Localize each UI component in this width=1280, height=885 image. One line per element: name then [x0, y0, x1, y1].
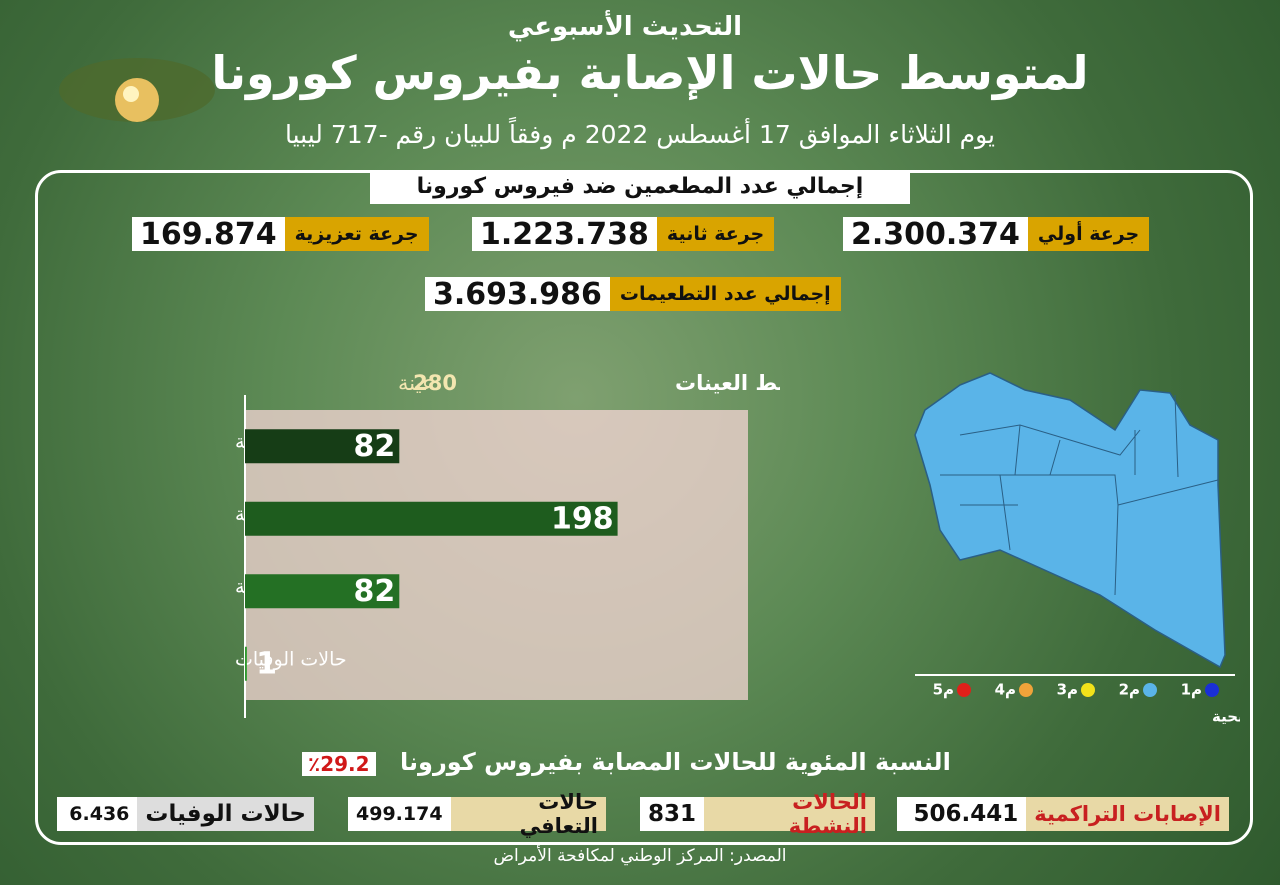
legend-swatch	[1143, 683, 1157, 697]
stat-label: الحالات النشطة	[704, 790, 875, 838]
bar	[245, 646, 247, 681]
value-label: 82	[354, 429, 396, 464]
kicker: التحديث الأسبوعي	[507, 12, 743, 42]
logo	[59, 58, 215, 122]
legend-swatch	[1081, 683, 1095, 697]
date-line: يوم الثلاثاء الموافق 17 أغسطس 2022 م وفق…	[285, 120, 995, 149]
stat-box: حالات التعافي 499.174	[348, 790, 606, 838]
dose-value: 2.300.374	[843, 217, 1028, 252]
total-box: إجمالي عدد التطعيمات 3.693.986	[425, 277, 841, 312]
stat-box: الإصابات التراكمية 506.441	[897, 797, 1229, 831]
samples-unit: عينة	[398, 371, 434, 395]
value-label: 198	[551, 501, 614, 536]
legend-label: م4	[995, 681, 1016, 699]
dose-label: جرعة ثانية	[656, 217, 775, 251]
dose-box: جرعة ثانية 1.223.738	[472, 217, 775, 252]
bar	[245, 501, 618, 536]
stat-value: 499.174	[356, 803, 443, 825]
bar	[245, 429, 400, 464]
legend-label: م5	[933, 681, 954, 699]
stat-box: الحالات النشطة 831	[640, 790, 875, 838]
value-label: 1	[256, 646, 277, 681]
category-label: حالات الوفيات	[235, 648, 347, 670]
legend: م1 م2 م3 م4 م5	[933, 681, 1219, 699]
legend-swatch	[1205, 683, 1219, 697]
stat-box: حالات الوفيات 6.436	[57, 797, 314, 831]
bar-chart: متوسط العينات 280 عينة الحالات الموجبة82…	[235, 371, 780, 718]
dose-value: 169.874	[132, 217, 285, 252]
dose-box: جرعة تعزيزية 169.874	[132, 217, 429, 252]
libya-shape	[914, 372, 1226, 669]
stat-value: 506.441	[913, 801, 1019, 827]
stat-value: 6.436	[69, 803, 130, 825]
source: المصدر: المركز الوطني لمكافحة الأمراض	[493, 846, 787, 866]
stat-value: 831	[648, 801, 697, 827]
stat-label: حالات التعافي	[450, 790, 606, 838]
percentage-value: ٪29.2	[302, 752, 376, 776]
value-label: 82	[354, 574, 396, 609]
legend-label: م1	[1181, 681, 1202, 699]
map: م1 م2 م3 م4 م5 المستويات الوبائية للمناطق ال…	[914, 372, 1240, 726]
chart-title: متوسط العينات	[675, 371, 780, 395]
legend-swatch	[957, 683, 971, 697]
total-label: إجمالي عدد التطعيمات	[609, 277, 841, 311]
legend-swatch	[1019, 683, 1033, 697]
bar	[245, 574, 400, 609]
region-borders	[940, 394, 1219, 596]
samples-value: 280	[413, 371, 457, 395]
total-value: 3.693.986	[425, 277, 610, 312]
dose-value: 1.223.738	[472, 217, 657, 252]
title: لمتوسط حالات الإصابة بفيروس كورونا	[211, 46, 1089, 100]
legend-title: المستويات الوبائية للمناطق الصحية	[1212, 708, 1240, 726]
dose-box: جرعة أولي 2.300.374	[843, 217, 1150, 252]
percentage-label: النسبة المئوية للحالات المصابة بفيروس كو…	[400, 748, 951, 776]
vaccination-title: إجمالي عدد المطعمين ضد فيروس كورونا	[370, 170, 910, 204]
legend-label: م3	[1057, 681, 1078, 699]
legend-label: م2	[1119, 681, 1140, 699]
dose-label: جرعة أولي	[1027, 217, 1150, 251]
stat-label: حالات الوفيات	[137, 797, 314, 831]
stat-label: الإصابات التراكمية	[1026, 797, 1229, 831]
dose-label: جرعة تعزيزية	[284, 217, 429, 251]
